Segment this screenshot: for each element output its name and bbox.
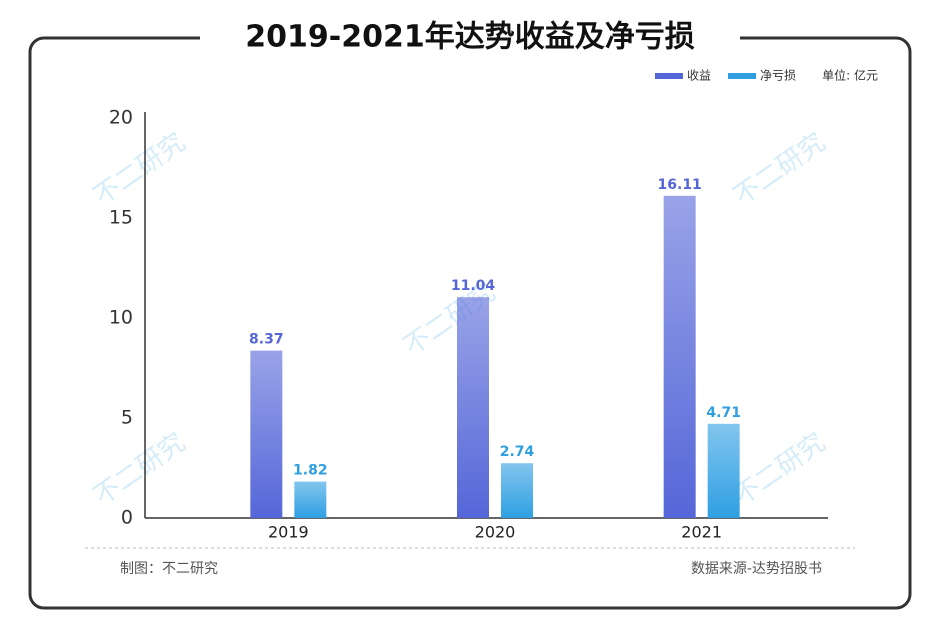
bar — [250, 350, 283, 518]
legend-label: 净亏损 — [760, 69, 796, 83]
unit: 单位: 亿元 — [822, 68, 878, 83]
credit: 制图：不二研究 — [120, 561, 218, 577]
bar — [501, 463, 533, 518]
legend-swatch — [655, 73, 683, 79]
value-label: 11.04 — [451, 278, 496, 294]
value-label: 2.74 — [500, 444, 535, 460]
title-backdrop — [200, 20, 740, 60]
legend-label: 收益 — [687, 69, 711, 83]
value-label: 4.71 — [706, 405, 741, 421]
watermark: 不二研究 — [729, 427, 831, 511]
y-tick-label: 10 — [109, 307, 133, 329]
bar — [707, 423, 740, 518]
bar — [457, 297, 489, 518]
legend-swatch — [728, 73, 756, 79]
watermark: 不二研究 — [729, 127, 831, 211]
y-tick-label: 15 — [109, 207, 133, 229]
watermark: 不二研究 — [89, 127, 191, 211]
value-label: 8.37 — [249, 332, 284, 348]
x-tick-label: 2019 — [268, 523, 309, 542]
y-tick-label: 20 — [109, 107, 133, 129]
bar — [294, 481, 327, 518]
x-tick-label: 2020 — [475, 523, 516, 542]
chart-title: 2019-2021年达势收益及净亏损 — [245, 20, 694, 55]
watermark: 不二研究 — [89, 427, 191, 511]
source: 数据来源-达势招股书 — [691, 561, 822, 577]
x-tick-label: 2021 — [681, 523, 722, 542]
y-tick-label: 5 — [121, 407, 133, 429]
y-tick-label: 0 — [121, 507, 133, 529]
bar — [663, 195, 696, 519]
value-label: 1.82 — [293, 463, 328, 479]
value-label: 16.11 — [658, 177, 702, 193]
